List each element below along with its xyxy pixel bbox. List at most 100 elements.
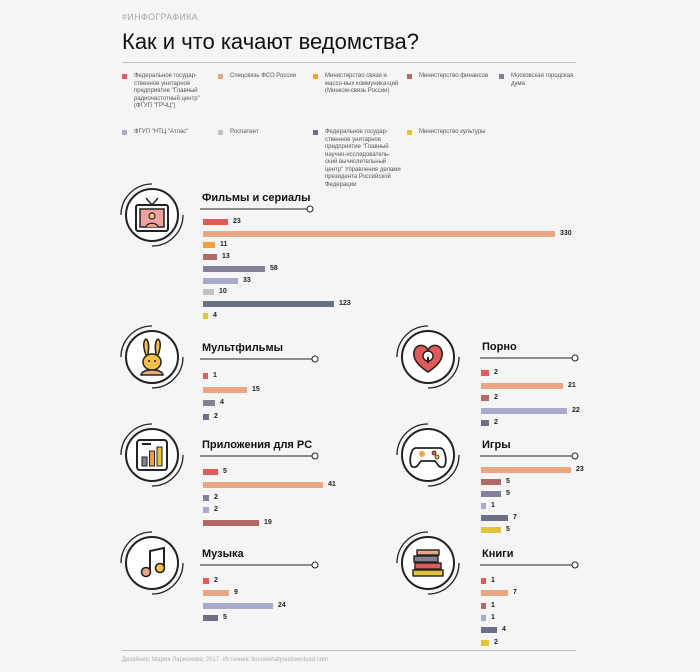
legend-label: Министерство культуры <box>419 129 486 135</box>
bar-grch <box>203 469 218 475</box>
legend-label: ФГУП "НТЦ "Атлас" <box>134 129 189 135</box>
bar-value-label: 7 <box>513 589 517 596</box>
bar-value-label: 4 <box>213 312 217 319</box>
music-note-icon <box>140 546 166 578</box>
bar-value-label: 2 <box>494 419 498 426</box>
legend-swatch <box>218 74 223 79</box>
bar-fso <box>203 387 247 393</box>
bar-value-label: 1 <box>491 614 495 621</box>
legend-label: Роспатент <box>230 129 259 135</box>
category-line-dot <box>306 205 314 213</box>
bar-mosduma <box>481 491 501 497</box>
page-title: Как и что качают ведомства? <box>122 29 419 54</box>
bar-value-label: 33 <box>243 277 251 284</box>
bar-value-label: 4 <box>502 626 506 633</box>
bar-atlas <box>203 278 238 284</box>
bar-minfin <box>481 479 501 485</box>
bar-value-label: 2 <box>494 369 498 376</box>
bar-value-label: 1 <box>491 602 495 609</box>
legend-swatch <box>313 130 318 135</box>
bar-grch <box>203 373 208 379</box>
top-divider <box>122 62 576 63</box>
bar-atlas <box>203 507 209 513</box>
bar-fso <box>481 383 563 389</box>
bar-gnivc <box>203 615 218 621</box>
bar-value-label: 2 <box>214 494 218 501</box>
bar-minfin <box>203 254 217 260</box>
category-label: Книги <box>482 548 514 560</box>
bar-grch <box>203 219 228 225</box>
bottom-divider <box>122 650 576 651</box>
legend-swatch <box>313 74 318 79</box>
bar-minsvyaz <box>203 242 215 248</box>
bar-value-label: 5 <box>506 478 510 485</box>
bar-value-label: 1 <box>491 577 495 584</box>
bar-value-label: 5 <box>506 526 510 533</box>
bar-mosduma <box>203 495 209 501</box>
legend-swatch <box>122 130 127 135</box>
category-label: Фильмы и сериалы <box>202 192 311 204</box>
bar-value-label: 2 <box>494 639 498 646</box>
books-icon <box>412 549 444 577</box>
bar-gnivc <box>203 414 209 420</box>
category-line-dot <box>311 561 319 569</box>
legend-label: Федеральное государ-ственное унитарное п… <box>325 129 401 188</box>
bar-value-label: 7 <box>513 514 517 521</box>
category-label: Приложения для PC <box>202 439 313 451</box>
infographic-tag: #ИНФОГРАФИКА <box>122 12 198 22</box>
bar-value-label: 11 <box>220 241 228 248</box>
bar-mosduma <box>203 400 215 406</box>
bar-fso <box>203 231 555 237</box>
bar-value-label: 19 <box>264 519 272 526</box>
bar-value-label: 5 <box>223 614 227 621</box>
bar-fso <box>481 590 508 596</box>
bar-value-label: 21 <box>568 382 576 389</box>
bar-minkult <box>481 527 501 533</box>
category-line-dot <box>311 355 319 363</box>
bar-value-label: 123 <box>339 300 351 307</box>
app-chart-icon <box>136 439 168 471</box>
heart-lock-icon <box>413 344 443 373</box>
bar-atlas <box>481 615 486 621</box>
gamepad-icon <box>409 447 447 469</box>
bar-value-label: 24 <box>278 602 286 609</box>
bar-minkult <box>203 313 208 319</box>
legend-label: Спецсвязь ФСО России <box>230 73 297 79</box>
legend-swatch <box>499 74 504 79</box>
rabbit-icon <box>140 338 164 376</box>
bar-value-label: 2 <box>494 394 498 401</box>
bar-grch <box>481 578 486 584</box>
bar-mosduma <box>203 266 265 272</box>
bar-value-label: 4 <box>220 399 224 406</box>
bar-grch <box>481 370 489 376</box>
legend-label: Федеральное государ-ственное унитарное п… <box>134 73 200 109</box>
bar-value-label: 5 <box>506 490 510 497</box>
bar-value-label: 15 <box>252 386 260 393</box>
bar-fso <box>203 590 229 596</box>
bar-minkult <box>481 640 489 646</box>
bar-value-label: 2 <box>214 506 218 513</box>
bar-gnivc <box>481 420 489 426</box>
category-line-dot <box>571 354 579 362</box>
bar-atlas <box>481 408 567 414</box>
legend-swatch <box>407 74 412 79</box>
bar-value-label: 1 <box>491 502 495 509</box>
bar-value-label: 330 <box>560 230 572 237</box>
bar-grch <box>203 578 209 584</box>
bar-value-label: 9 <box>234 589 238 596</box>
category-line-dot <box>311 452 319 460</box>
bar-fso <box>203 482 323 488</box>
legend-label: Московская городская дума <box>511 73 574 87</box>
category-line-dot <box>571 561 579 569</box>
bar-gnivc <box>481 627 497 633</box>
category-label: Порно <box>482 341 517 353</box>
bar-value-label: 22 <box>572 407 580 414</box>
bar-value-label: 1 <box>213 372 217 379</box>
bar-value-label: 10 <box>219 288 227 295</box>
bar-atlas <box>481 503 486 509</box>
bar-value-label: 23 <box>576 466 584 473</box>
bar-gnivc <box>481 515 508 521</box>
bar-value-label: 58 <box>270 265 278 272</box>
category-line-dot <box>571 452 579 460</box>
legend-swatch <box>122 74 127 79</box>
